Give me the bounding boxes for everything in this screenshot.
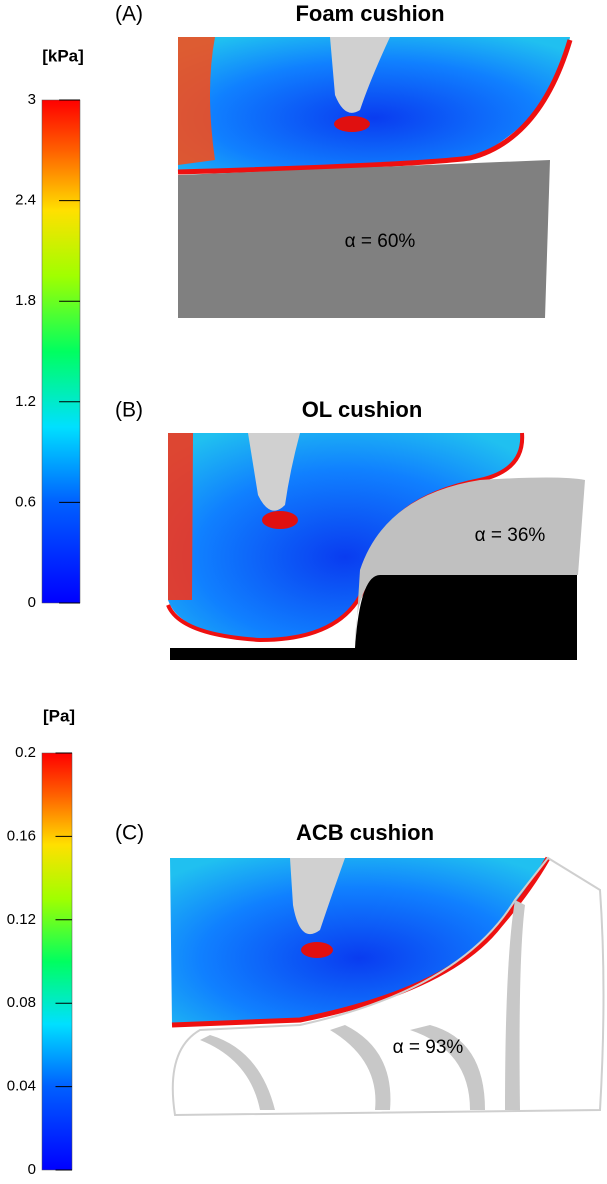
panel-label: (C) xyxy=(115,822,144,845)
colorbar-tick-label: 0 xyxy=(28,1161,36,1178)
panel-b-image xyxy=(166,432,585,660)
colorbar-tick-label: 0.04 xyxy=(7,1078,36,1095)
panel-c-image xyxy=(170,856,605,1117)
colorbar-tick-label: 3 xyxy=(28,91,36,108)
colorbar-tick-label: 0.08 xyxy=(7,994,36,1011)
colorbar-tick-label: 0.12 xyxy=(7,911,36,928)
colorbar-tick-label: 1.8 xyxy=(15,292,36,309)
panel-title: OL cushion xyxy=(302,397,423,422)
colorbar-unit: [Pa] xyxy=(43,706,75,725)
panel-label: (A) xyxy=(115,3,143,26)
panel-a-image xyxy=(177,37,573,318)
colorbar-tick-label: 0 xyxy=(28,594,36,611)
colorbar-tick-label: 2.4 xyxy=(15,192,36,209)
alpha-annotation: α = 60% xyxy=(345,231,416,252)
colorbar xyxy=(41,99,81,604)
colorbar-tick-label: 0.6 xyxy=(15,493,36,510)
panel-title: ACB cushion xyxy=(296,820,434,845)
colorbar-unit: [kPa] xyxy=(42,46,84,65)
colorbar-tick-label: 1.2 xyxy=(15,393,36,410)
colorbar xyxy=(41,752,73,1171)
alpha-annotation: α = 93% xyxy=(393,1037,464,1058)
colorbar-tick-label: 0.16 xyxy=(7,827,36,844)
alpha-annotation: α = 36% xyxy=(475,525,546,546)
colorbar-tick-label: 0.2 xyxy=(15,744,36,761)
panel-title: Foam cushion xyxy=(295,1,444,26)
panel-label: (B) xyxy=(115,399,143,422)
